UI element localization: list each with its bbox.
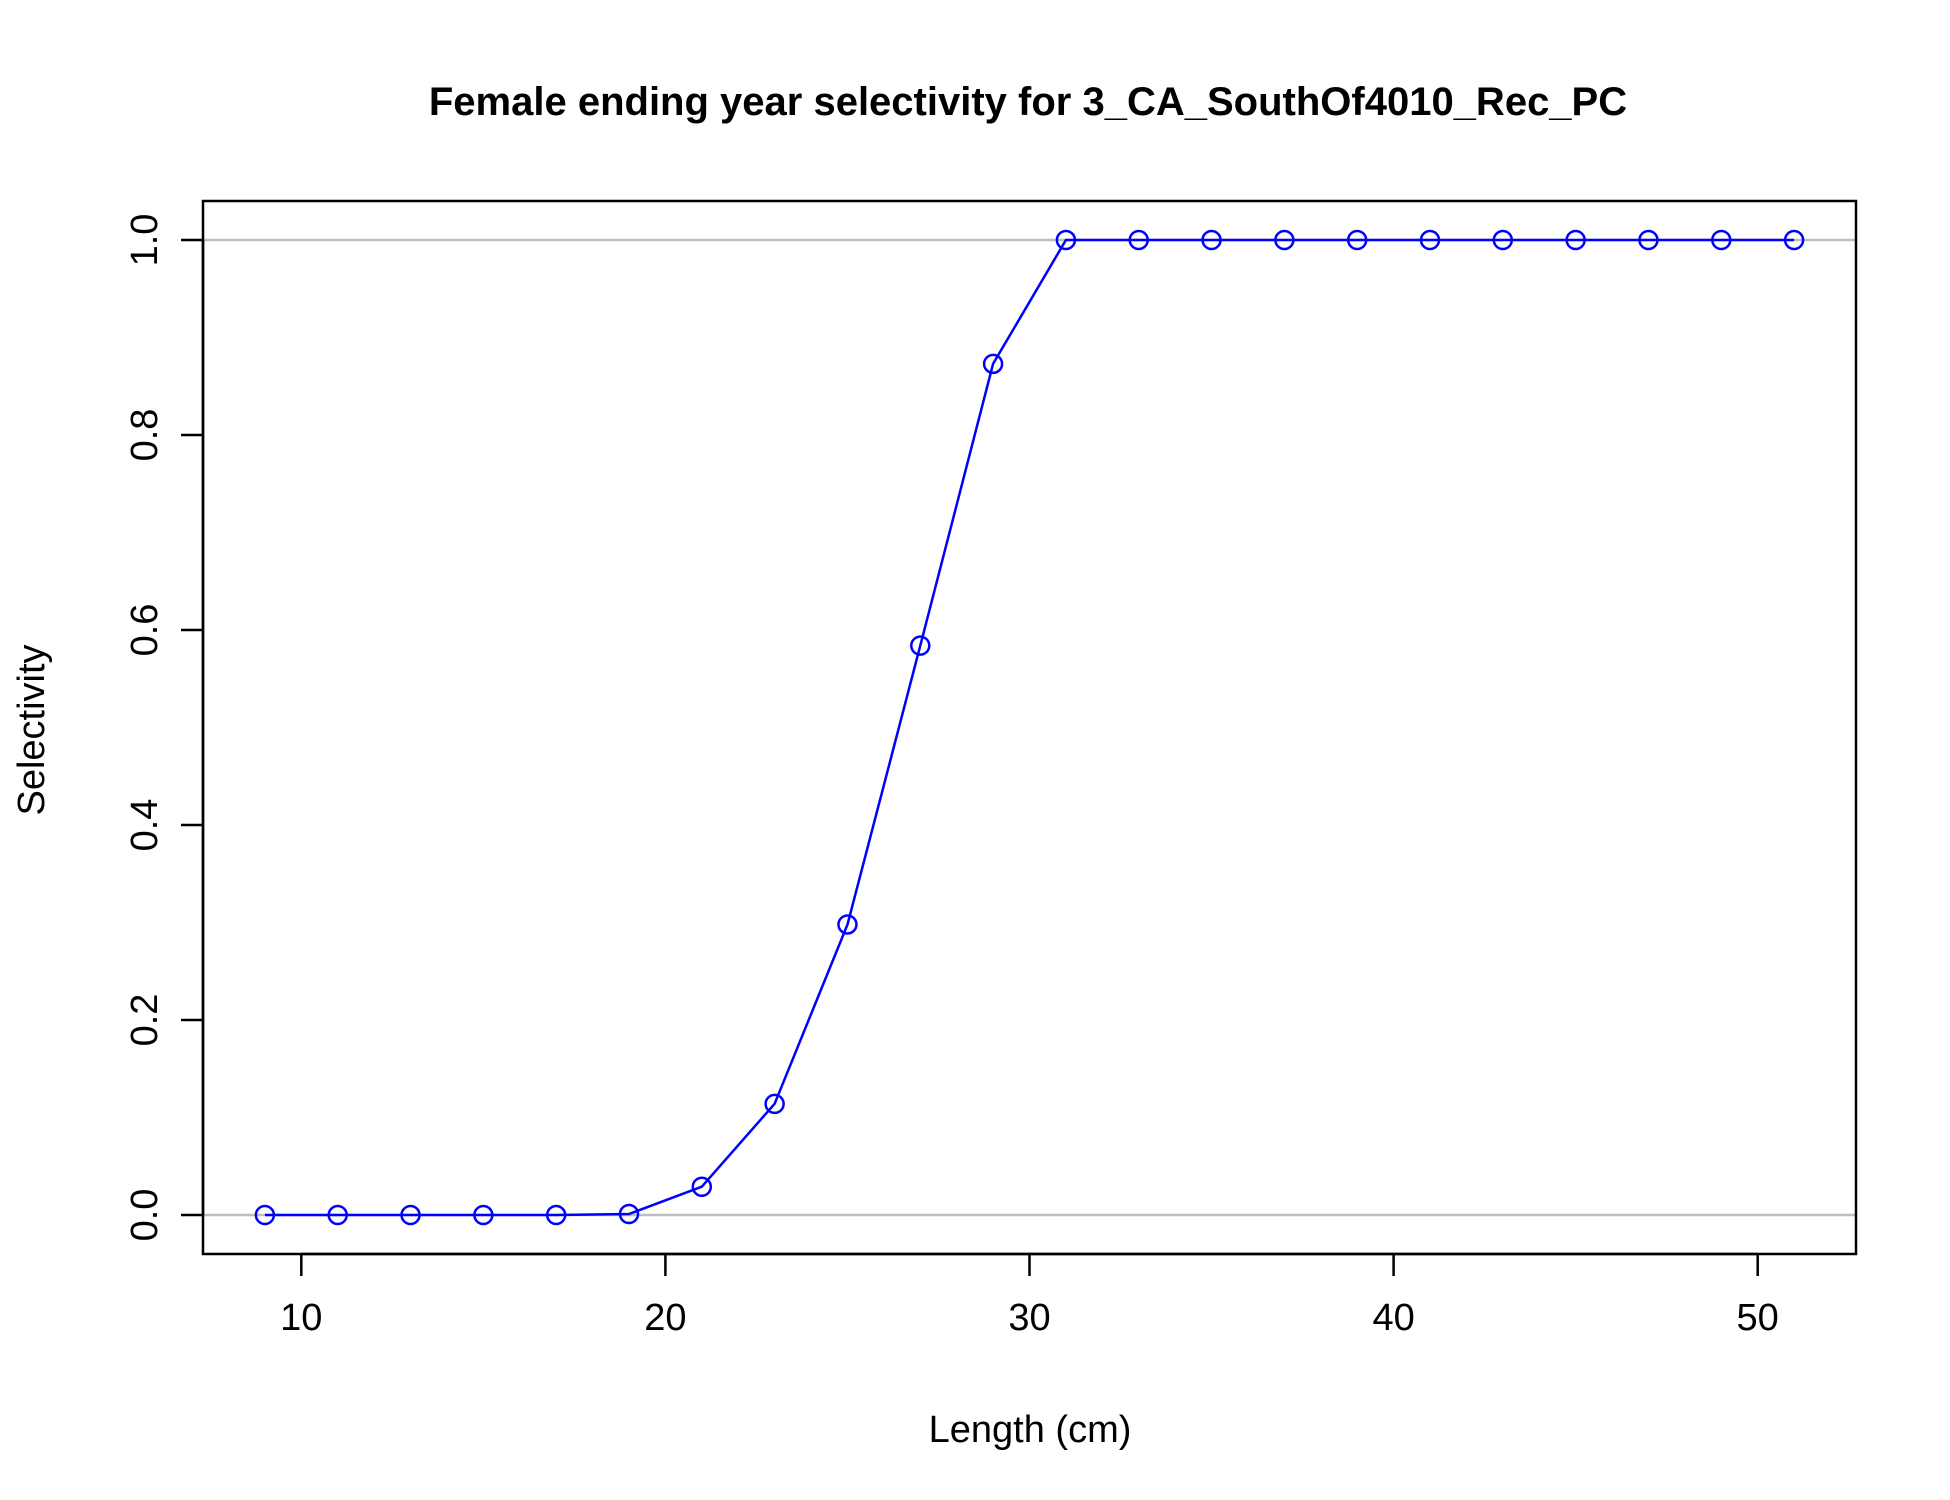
data-point <box>1638 229 1659 251</box>
x-tick-label: 10 <box>280 1297 322 1339</box>
data-point <box>1419 229 1441 251</box>
data-point <box>982 353 1004 375</box>
data-point <box>473 1204 494 1226</box>
x-axis: 10 20 30 40 50 <box>280 1252 1779 1339</box>
data-point <box>1346 229 1368 251</box>
data-point <box>327 1204 348 1226</box>
data-point <box>400 1204 421 1226</box>
y-tick-label: 0.4 <box>124 799 166 852</box>
x-tick-label: 30 <box>1008 1297 1050 1339</box>
chart-title: Female ending year selectivity for 3_CA_… <box>429 80 1627 124</box>
data-point <box>1055 229 1077 251</box>
data-point <box>691 1176 713 1197</box>
data-point <box>1492 229 1514 251</box>
x-tick-label: 20 <box>644 1297 686 1339</box>
data-point <box>254 1204 276 1226</box>
data-point <box>910 635 931 656</box>
reference-lines <box>203 238 1856 1217</box>
x-tick-label: 50 <box>1737 1297 1779 1339</box>
data-point <box>1201 229 1222 251</box>
data-point <box>1565 229 1586 251</box>
y-axis: 0.0 0.2 0.4 0.6 0.8 1.0 <box>124 214 205 1242</box>
x-axis-label: Length (cm) <box>929 1409 1132 1451</box>
data-point <box>1783 229 1805 251</box>
y-tick-label: 0.0 <box>124 1189 166 1242</box>
x-tick-label: 40 <box>1372 1297 1414 1339</box>
series-line <box>264 238 1795 1217</box>
y-tick-label: 0.8 <box>124 409 166 462</box>
data-point <box>1128 229 1149 251</box>
y-tick-label: 1.0 <box>124 214 166 267</box>
plot-frame <box>201 199 1858 1256</box>
data-point <box>764 1093 785 1115</box>
data-point <box>1711 229 1732 251</box>
series-layer <box>254 229 1805 1226</box>
series <box>254 229 1805 1226</box>
data-point <box>837 914 858 935</box>
data-point <box>1274 229 1295 251</box>
y-axis-label: Selectivity <box>11 644 53 815</box>
data-point <box>618 1203 640 1225</box>
y-tick-label: 0.6 <box>124 604 166 657</box>
y-tick-label: 0.2 <box>124 994 166 1047</box>
data-point <box>545 1204 567 1226</box>
